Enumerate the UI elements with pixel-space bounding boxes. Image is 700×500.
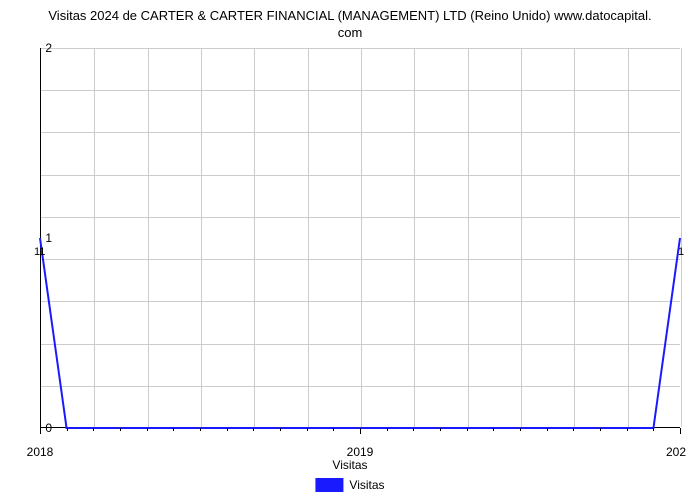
x-tick-major xyxy=(680,428,681,434)
legend-swatch xyxy=(315,478,343,492)
x-tick-minor xyxy=(173,428,174,431)
x-tick-major xyxy=(360,428,361,434)
x-tick-minor xyxy=(573,428,574,431)
x-tick-minor xyxy=(520,428,521,431)
x-tick-label: 2019 xyxy=(347,445,374,459)
x-tick-minor xyxy=(627,428,628,431)
chart-title: Visitas 2024 de CARTER & CARTER FINANCIA… xyxy=(0,0,700,42)
x-tick-label: 202 xyxy=(666,445,686,459)
data-point-label: 1 xyxy=(678,246,684,258)
x-tick-minor xyxy=(200,428,201,431)
y-tick-label: 0 xyxy=(45,421,52,435)
x-tick-minor xyxy=(93,428,94,431)
chart-container: Visitas 2024 de CARTER & CARTER FINANCIA… xyxy=(0,0,700,500)
x-tick-minor xyxy=(227,428,228,431)
x-tick-major xyxy=(40,428,41,434)
x-tick-label: 2018 xyxy=(27,445,54,459)
x-tick-minor xyxy=(653,428,654,431)
x-tick-minor xyxy=(387,428,388,431)
chart-title-line1: Visitas 2024 de CARTER & CARTER FINANCIA… xyxy=(48,8,651,23)
x-tick-minor xyxy=(307,428,308,431)
legend: Visitas xyxy=(315,478,384,492)
x-tick-minor xyxy=(333,428,334,431)
data-point-label: 11 xyxy=(34,246,45,258)
x-tick-minor xyxy=(67,428,68,431)
line-series xyxy=(40,48,680,428)
series-line xyxy=(40,238,680,428)
x-tick-minor xyxy=(120,428,121,431)
x-axis-title: Visitas xyxy=(332,458,367,472)
y-tick-label: 1 xyxy=(45,231,52,245)
chart-title-line2: com xyxy=(338,25,363,40)
x-tick-minor xyxy=(147,428,148,431)
x-tick-minor xyxy=(253,428,254,431)
x-tick-minor xyxy=(413,428,414,431)
x-tick-minor xyxy=(467,428,468,431)
x-tick-minor xyxy=(547,428,548,431)
x-tick-minor xyxy=(280,428,281,431)
legend-label: Visitas xyxy=(349,478,384,492)
x-tick-minor xyxy=(600,428,601,431)
x-tick-minor xyxy=(493,428,494,431)
grid-line-vertical xyxy=(681,48,682,427)
x-tick-minor xyxy=(440,428,441,431)
y-tick-label: 2 xyxy=(45,41,52,55)
